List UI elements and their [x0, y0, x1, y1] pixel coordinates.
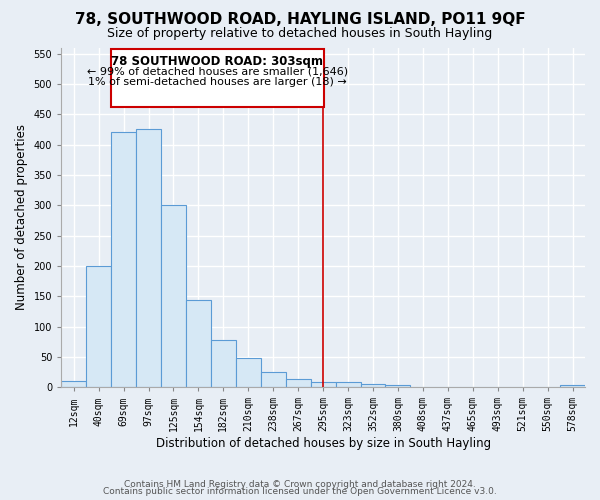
Text: Size of property relative to detached houses in South Hayling: Size of property relative to detached ho… [107, 28, 493, 40]
Bar [186, 300, 211, 387]
Text: ← 99% of detached houses are smaller (1,646): ← 99% of detached houses are smaller (1,… [87, 66, 348, 76]
Bar [136, 130, 161, 387]
Bar [286, 380, 311, 387]
Bar [361, 384, 385, 387]
FancyBboxPatch shape [111, 50, 323, 107]
Bar [261, 372, 286, 387]
Bar [560, 386, 585, 387]
Bar [311, 382, 335, 387]
Bar [211, 340, 236, 387]
Bar [111, 132, 136, 387]
Text: 78, SOUTHWOOD ROAD, HAYLING ISLAND, PO11 9QF: 78, SOUTHWOOD ROAD, HAYLING ISLAND, PO11… [74, 12, 526, 28]
Y-axis label: Number of detached properties: Number of detached properties [15, 124, 28, 310]
X-axis label: Distribution of detached houses by size in South Hayling: Distribution of detached houses by size … [155, 437, 491, 450]
Text: Contains HM Land Registry data © Crown copyright and database right 2024.: Contains HM Land Registry data © Crown c… [124, 480, 476, 489]
Text: 1% of semi-detached houses are larger (18) →: 1% of semi-detached houses are larger (1… [88, 77, 347, 87]
Text: 78 SOUTHWOOD ROAD: 303sqm: 78 SOUTHWOOD ROAD: 303sqm [112, 56, 323, 68]
Bar [86, 266, 111, 387]
Text: Contains public sector information licensed under the Open Government Licence v3: Contains public sector information licen… [103, 487, 497, 496]
Bar [161, 205, 186, 387]
Bar [61, 381, 86, 387]
Bar [236, 358, 261, 387]
Bar [385, 386, 410, 387]
Bar [335, 382, 361, 387]
